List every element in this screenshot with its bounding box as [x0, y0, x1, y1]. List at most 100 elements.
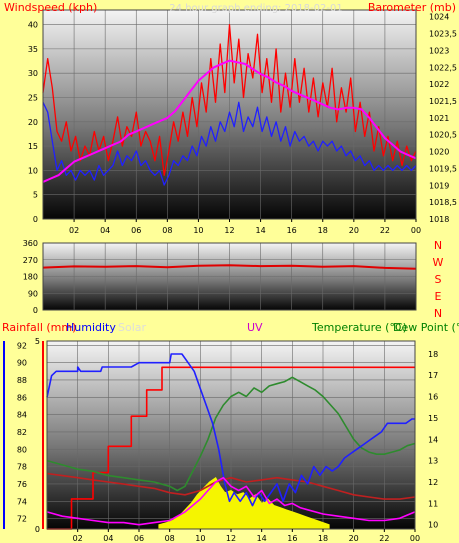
solar-label: Solar	[118, 321, 147, 334]
series-temperature	[46, 376, 416, 492]
x-tick-label: 06	[134, 534, 144, 543]
y-tick-label: 40	[28, 21, 38, 30]
x-tick-label: 20	[349, 534, 359, 543]
y-tick-label: 25	[28, 93, 38, 102]
y-tick-label: 84	[17, 411, 27, 420]
x-tick-label: 14	[257, 534, 267, 543]
y-tick-label: 1018,5	[429, 198, 457, 207]
x-tick-label: 00	[411, 226, 421, 235]
compass-letter: N	[434, 307, 442, 320]
x-tick-label: 04	[100, 226, 110, 235]
series-average	[42, 101, 417, 186]
y-tick-label: 76	[17, 480, 27, 489]
y-tick-label: 15	[428, 414, 438, 423]
windspeed-axis: 0 5 10 15 20 25 30 35 40	[28, 21, 38, 224]
y-tick-label: 1019	[429, 181, 449, 190]
y-tick-label: 30	[28, 69, 38, 78]
temperature-label: Temperature (°C)	[311, 321, 407, 334]
x-tick-label: 00	[410, 534, 420, 543]
y-tick-label: 1020	[429, 148, 449, 157]
x-tick-label: 02	[69, 226, 79, 235]
y-tick-label: 1022,5	[429, 63, 457, 72]
series-rain	[47, 366, 415, 530]
x-tick-label: 22	[380, 226, 390, 235]
y-tick-label: 5	[33, 191, 38, 200]
y-tick-label: 90	[28, 289, 38, 298]
direction-plot-frame	[42, 242, 417, 311]
y-tick-label: 1023	[429, 46, 449, 55]
x-tick-label: 12	[224, 226, 234, 235]
compass-letter: W	[433, 256, 444, 269]
x-tick-label: 08	[162, 226, 172, 235]
x-tick-label: 04	[103, 534, 113, 543]
uv-label: UV	[247, 321, 263, 334]
barometer-axis: 1018 1018,5 1019 1019,5 1020 1020,5 1021 1021,5…	[429, 13, 457, 224]
y-tick-label: 35	[28, 45, 38, 54]
x-tick-label: 16	[287, 226, 297, 235]
y-tick-label: 1018	[429, 215, 449, 224]
series-direction	[42, 264, 417, 270]
y-tick-label: 10	[28, 166, 38, 175]
y-tick-label: 360	[23, 239, 38, 248]
y-tick-label: 88	[17, 376, 27, 385]
rain-tick-label: 0	[35, 525, 40, 534]
series-gust	[42, 23, 417, 176]
x-tick-label: 10	[195, 534, 205, 543]
y-tick-label: 12	[428, 478, 438, 487]
y-tick-label: 74	[17, 497, 27, 506]
y-tick-label: 17	[428, 371, 438, 380]
y-tick-label: 0	[33, 306, 38, 315]
y-tick-label: 0	[33, 215, 38, 224]
x-tick-label: 18	[318, 226, 328, 235]
y-tick-label: 78	[17, 463, 27, 472]
wind-time-axis: 02 04 06 08 10 12 14 16 18 20 22 00	[69, 219, 421, 235]
dew-point-label: Dew Point (°C)	[393, 321, 459, 334]
y-tick-label: 15	[28, 142, 38, 151]
x-tick-label: 18	[318, 534, 328, 543]
wind-series	[42, 23, 417, 186]
chart-title: 24 hour graph ending: 2018-02-01	[169, 3, 342, 14]
y-tick-label: 14	[428, 435, 438, 444]
rain-tick-label: 5	[35, 337, 40, 346]
direction-axis: 0 90 180 270 360	[23, 239, 38, 315]
x-tick-label: 20	[349, 226, 359, 235]
temp-time-axis: 02 04 06 08 10 12 14 16 18 20 22 00	[73, 529, 420, 543]
y-tick-label: 1021	[429, 114, 449, 123]
y-tick-label: 90	[17, 359, 27, 368]
y-tick-label: 18	[428, 350, 438, 359]
series-uv	[46, 476, 416, 526]
x-tick-label: 14	[255, 226, 265, 235]
temp-series	[46, 353, 416, 530]
barometer-axis-label: Barometer (mb)	[368, 1, 456, 14]
series-pressure	[42, 59, 417, 183]
compass-letter: S	[435, 273, 442, 286]
y-tick-label: 270	[23, 256, 38, 265]
x-tick-label: 02	[73, 534, 83, 543]
x-tick-label: 12	[226, 534, 236, 543]
windspeed-axis-label: Windspeed (kph)	[4, 1, 97, 14]
x-tick-label: 06	[131, 226, 141, 235]
y-tick-label: 86	[17, 393, 27, 402]
humidity-label: Humidity	[66, 321, 116, 334]
humidity-axis: 72 74 76 78 80 82 84 86 88 90 92	[17, 341, 27, 523]
rainfall-label: Rainfall (mm)	[2, 321, 76, 334]
y-tick-label: 80	[17, 445, 27, 454]
y-tick-label: 10	[428, 521, 438, 530]
y-tick-label: 13	[428, 457, 438, 466]
x-tick-label: 08	[165, 534, 175, 543]
compass-letter: E	[435, 290, 442, 303]
temperature-axis: 10 11 12 13 14 15 16 17 18	[428, 350, 438, 530]
y-tick-label: 1023,5	[429, 30, 457, 39]
y-tick-label: 92	[17, 341, 27, 350]
y-tick-label: 1022	[429, 80, 449, 89]
x-tick-label: 16	[287, 534, 297, 543]
y-tick-label: 1021,5	[429, 97, 457, 106]
y-tick-label: 1024	[429, 13, 449, 22]
y-tick-label: 16	[428, 393, 438, 402]
y-tick-label: 11	[428, 499, 438, 508]
y-tick-label: 72	[17, 515, 27, 524]
series-dew_point	[46, 472, 416, 500]
